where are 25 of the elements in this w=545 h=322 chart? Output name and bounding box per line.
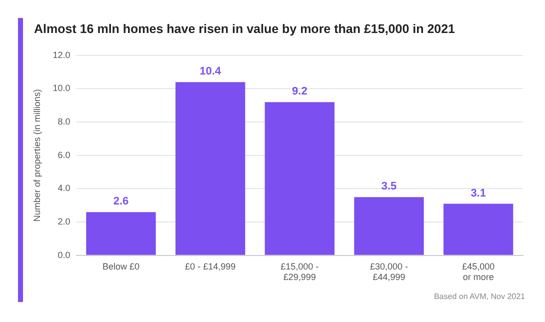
data-label: 10.4: [200, 66, 222, 78]
bar: [175, 82, 246, 255]
data-label: 2.6: [113, 196, 129, 208]
x-tick-label: Below £0: [102, 261, 140, 272]
y-tick-label: 6.0: [58, 150, 70, 160]
x-tick-label: £30,000 - £44,999: [370, 261, 408, 282]
bar: [443, 204, 514, 255]
y-tick-label: 2.0: [58, 216, 70, 227]
x-tick-label: £0 - £14,999: [185, 261, 236, 272]
y-tick-label: 10.0: [52, 83, 70, 94]
bar: [264, 102, 334, 255]
y-tick-label: 8.0: [58, 116, 70, 127]
y-tick-label: 4.0: [58, 183, 70, 194]
y-axis-title: Number of properties (in millions): [32, 89, 42, 222]
data-label: 3.1: [470, 187, 486, 200]
y-tick-label: 0.0: [58, 250, 70, 260]
bar: [86, 212, 156, 255]
data-label: 3.5: [381, 180, 397, 193]
data-label: 9.2: [292, 86, 308, 98]
y-tick-label: 12.0: [52, 50, 70, 60]
x-tick-label: £15,000 - £29,999: [280, 261, 319, 282]
x-tick-label: £45,000 or more: [462, 261, 495, 282]
chart-title: Almost 16 mln homes have risen in value by more than £15,000 in 2021: [34, 22, 456, 36]
bar: [354, 197, 424, 255]
text: Based on AVM, Nov 2021: [434, 292, 525, 301]
